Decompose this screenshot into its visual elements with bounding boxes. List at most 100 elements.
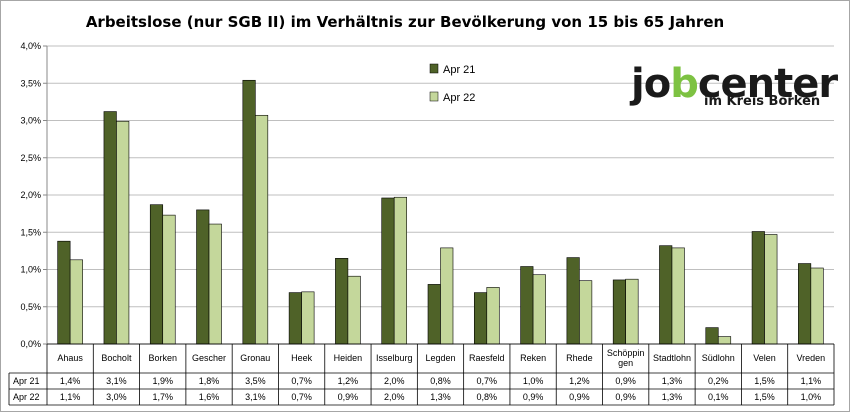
data-label-apr-21-schoeppingen: 0,9% — [615, 376, 636, 386]
data-label-apr-22-suedlohn: 0,1% — [708, 392, 729, 402]
x-tick-label-part: Bocholt — [101, 353, 132, 363]
bar-apr-21-suedlohn — [705, 327, 719, 345]
data-label-apr-22-velen: 1,5% — [754, 392, 775, 402]
bar-apr-21-schoeppingen — [612, 279, 626, 345]
bar-apr-22-velen — [764, 234, 778, 345]
data-label-apr-21-ahaus: 1,4% — [60, 376, 81, 386]
bar-apr-22-bocholt — [116, 120, 130, 345]
x-tick-label-part: Velen — [753, 353, 776, 363]
bar-apr-21-raesfeld — [473, 292, 488, 345]
jobcenter-logo: jobcenter im Kreis Borken — [629, 61, 839, 109]
x-tick-label-part: Ahaus — [57, 353, 83, 363]
bar-apr-22-raesfeld — [486, 287, 500, 345]
x-tick-label-reken: Reken — [520, 353, 546, 363]
bar-apr-22-isselburg — [393, 196, 408, 345]
logo-wordmark: jobcenter — [629, 61, 838, 107]
bar-apr-21-ahaus — [57, 240, 71, 345]
x-tick-label-gronau: Gronau — [240, 353, 270, 363]
bar-apr-21-heiden — [335, 258, 349, 345]
x-tick-label-part: Isselburg — [376, 353, 413, 363]
x-tick-label-borken: Borken — [148, 353, 177, 363]
data-label-apr-22-ahaus: 1,1% — [60, 392, 81, 402]
data-label-apr-22-heek: 0,7% — [291, 392, 312, 402]
table-row-label-apr-22: Apr 22 — [13, 392, 40, 402]
bar-apr-22-vreden — [810, 267, 824, 345]
data-label-apr-21-reken: 1,0% — [523, 376, 544, 386]
data-label-apr-21-suedlohn: 0,2% — [708, 376, 729, 386]
logo-text-b: b — [670, 61, 698, 107]
x-tick-label-gescher: Gescher — [192, 353, 226, 363]
bar-apr-22-heiden — [347, 275, 361, 345]
bar-apr-22-rhede — [579, 280, 593, 345]
x-tick-label-part: Heiden — [334, 353, 363, 363]
x-tick-label-part: Gescher — [192, 353, 226, 363]
data-label-apr-21-raesfeld: 0,7% — [477, 376, 498, 386]
x-tick-label-vreden: Vreden — [797, 353, 826, 363]
data-label-apr-22-gronau: 3,1% — [245, 392, 266, 402]
bar-apr-22-ahaus — [69, 259, 83, 345]
bar-apr-21-bocholt — [103, 111, 117, 345]
data-label-apr-21-heek: 0,7% — [291, 376, 312, 386]
bar-apr-21-vreden — [798, 263, 812, 345]
legend-label-apr-22: Apr 22 — [443, 92, 475, 104]
data-label-apr-22-schoeppingen: 0,9% — [615, 392, 636, 402]
chart-title: Arbeitslose (nur SGB II) im Verhältnis z… — [86, 13, 724, 31]
bar-apr-21-heek — [288, 292, 302, 345]
x-tick-label-raesfeld: Raesfeld — [469, 353, 505, 363]
data-label-apr-22-heiden: 0,9% — [338, 392, 359, 402]
bar-apr-22-legden — [440, 247, 454, 345]
bar-apr-22-schoeppingen — [625, 278, 639, 345]
x-tick-label-ahaus: Ahaus — [57, 353, 83, 363]
bar-apr-21-rhede — [566, 257, 580, 345]
legend: Apr 21 Apr 22 — [429, 63, 475, 104]
bar-apr-22-stadtlohn — [671, 247, 685, 345]
data-label-apr-22-isselburg: 2,0% — [384, 392, 405, 402]
y-tick-label: 4,0% — [20, 41, 41, 51]
x-tick-label-part: Schöppin — [607, 348, 645, 358]
data-label-apr-22-gescher: 1,6% — [199, 392, 220, 402]
bar-apr-21-legden — [427, 284, 441, 345]
x-tick-label-part: Gronau — [240, 353, 270, 363]
x-tick-label-isselburg: Isselburg — [376, 353, 413, 363]
bar-apr-21-velen — [751, 231, 765, 345]
data-label-apr-21-isselburg: 2,0% — [384, 376, 405, 386]
data-label-apr-22-bocholt: 3,0% — [106, 392, 127, 402]
logo-text-center: center — [698, 61, 839, 107]
x-tick-label-heiden: Heiden — [334, 353, 363, 363]
data-label-apr-22-rhede: 0,9% — [569, 392, 590, 402]
logo-text-jo: jo — [629, 61, 670, 107]
x-tick-label-stadtlohn: Stadtlohn — [653, 353, 691, 363]
legend-swatch-apr-22 — [429, 91, 439, 102]
data-label-apr-22-legden: 1,3% — [430, 392, 451, 402]
data-label-apr-22-vreden: 1,0% — [801, 392, 822, 402]
data-label-apr-22-borken: 1,7% — [152, 392, 173, 402]
bar-apr-21-reken — [520, 266, 534, 345]
y-tick-label: 1,5% — [20, 227, 41, 237]
table-row-label-apr-21: Apr 21 — [13, 376, 40, 386]
y-tick-label: 2,0% — [20, 190, 41, 200]
logo-subtitle: im Kreis Borken — [704, 94, 820, 109]
bar-apr-21-gronau — [242, 79, 256, 345]
data-label-apr-21-borken: 1,9% — [152, 376, 173, 386]
data-label-apr-21-vreden: 1,1% — [801, 376, 822, 386]
y-tick-label: 0,0% — [20, 339, 41, 349]
x-tick-label-bocholt: Bocholt — [101, 353, 132, 363]
y-tick-label: 0,5% — [20, 302, 41, 312]
y-axis-ticks: 0,0% 0,5% 1,0% 1,5% 2,0% 2,5% 3,0% 3,5% 4,0% — [20, 41, 41, 349]
y-tick-label: 1,0% — [20, 265, 41, 275]
bar-apr-21-borken — [149, 204, 164, 345]
x-tick-label-part: Legden — [425, 353, 455, 363]
bar-apr-22-heek — [301, 291, 315, 345]
x-tick-label-part: Südlohn — [702, 353, 735, 363]
data-label-apr-22-reken: 0,9% — [523, 392, 544, 402]
data-label-apr-22-stadtlohn: 1,3% — [662, 392, 683, 402]
bar-apr-21-gescher — [196, 209, 210, 345]
bars — [57, 79, 824, 345]
bar-apr-22-reken — [532, 274, 546, 345]
x-tick-label-part: Reken — [520, 353, 546, 363]
y-tick-label: 2,5% — [20, 153, 41, 163]
bar-apr-22-gronau — [255, 114, 269, 345]
bar-apr-22-gescher — [208, 223, 222, 345]
